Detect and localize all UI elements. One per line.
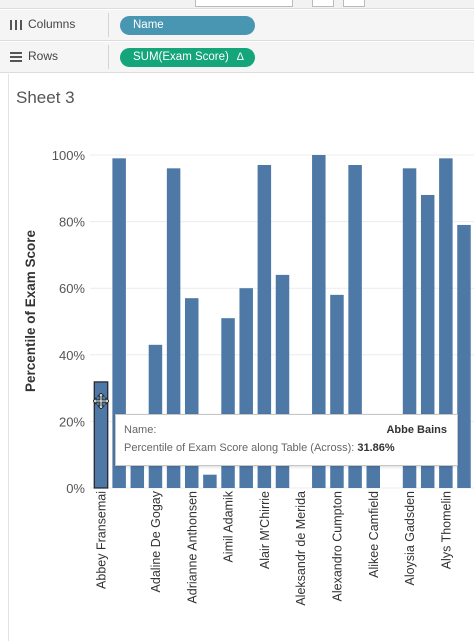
x-tick-label: Alys Thomelin xyxy=(439,491,453,569)
bar xyxy=(112,158,126,488)
toolbar-dropdown[interactable] xyxy=(195,0,293,7)
x-tick-label: Adrianne Anthonsen xyxy=(185,491,199,604)
sheet-title: Sheet 3 xyxy=(16,88,75,107)
name-pill-label: Name xyxy=(133,19,164,31)
x-tick-label: Alexandro Cumpton xyxy=(330,491,344,602)
bar xyxy=(312,155,326,488)
bar xyxy=(203,474,217,488)
y-axis-title: Percentile of Exam Score xyxy=(23,229,38,392)
worksheet-canvas xyxy=(0,74,474,641)
columns-shelf[interactable]: Columns Name xyxy=(0,10,474,41)
exam-score-pill-label: SUM(Exam Score) xyxy=(133,51,229,63)
canvas-left-border xyxy=(8,74,9,641)
bar xyxy=(457,224,471,488)
toolbar-strip xyxy=(0,0,474,9)
columns-icon xyxy=(10,20,22,30)
x-tick-label: Aloysia Gadsden xyxy=(403,491,417,586)
bar xyxy=(348,164,362,489)
y-tick-label: 60% xyxy=(59,281,85,296)
bar xyxy=(166,168,181,488)
x-tick-label: Alair M'Chirrie xyxy=(258,491,272,569)
tooltip-name-value: Abbe Bains xyxy=(386,424,447,436)
name-pill[interactable]: Name xyxy=(120,16,255,35)
columns-shelf-label: Columns xyxy=(28,17,76,31)
y-tick-label: 20% xyxy=(59,414,85,429)
exam-score-pill[interactable]: SUM(Exam Score) Δ xyxy=(120,48,255,67)
x-tick-label: Aimil Adamik xyxy=(222,490,236,562)
y-tick-label: 80% xyxy=(59,215,85,230)
toolbar-button[interactable] xyxy=(343,0,365,7)
bar xyxy=(402,168,417,488)
tooltip-measure-label: Percentile of Exam Score along Table (Ac… xyxy=(124,442,355,454)
move-cursor-icon xyxy=(93,393,109,409)
y-tick-label: 40% xyxy=(59,348,85,363)
bar xyxy=(93,381,109,489)
tooltip-measure-row: Percentile of Exam Score along Table (Ac… xyxy=(124,442,395,454)
x-tick-label: Adaline De Gogay xyxy=(149,490,163,592)
bar xyxy=(439,158,453,488)
bar xyxy=(257,164,272,489)
shelf-divider xyxy=(108,13,109,37)
x-tick-label: Aleksandr de Merida xyxy=(294,491,308,606)
tooltip-name-label: Name: xyxy=(124,424,157,436)
y-tick-label: 100% xyxy=(52,148,86,163)
rows-icon xyxy=(10,52,22,62)
y-tick-label: 0% xyxy=(66,481,85,496)
x-tick-label: Abbey Fransemai xyxy=(95,491,109,589)
table-calc-delta-icon: Δ xyxy=(236,51,244,63)
toolbar-button[interactable] xyxy=(312,0,334,7)
tooltip-measure-value: 31.86% xyxy=(357,442,395,454)
rows-shelf-label: Rows xyxy=(28,49,59,63)
tooltip: Name: Abbe Bains Percentile of Exam Scor… xyxy=(115,414,458,466)
x-tick-label: Alikee Camfield xyxy=(367,491,381,578)
shelf-divider xyxy=(108,45,109,69)
rows-shelf[interactable]: Rows SUM(Exam Score) Δ xyxy=(0,42,474,73)
